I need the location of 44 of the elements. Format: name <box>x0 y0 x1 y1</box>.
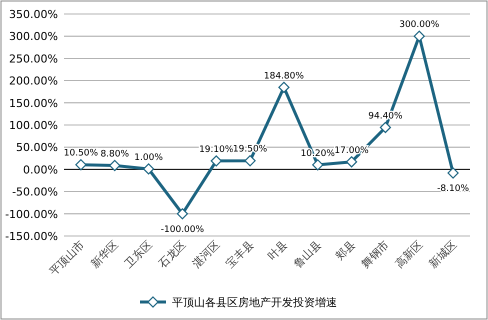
x-tick-label: 郏县 <box>332 238 358 263</box>
x-tick-label: 宝丰县 <box>224 238 256 270</box>
point <box>312 159 324 170</box>
point <box>109 160 120 172</box>
y-tick-label: 100.00% <box>9 119 58 132</box>
y-tick-label: -150.00% <box>5 230 58 243</box>
y-tick-label: 0.00% <box>23 163 58 176</box>
point <box>210 155 222 167</box>
x-tick-label: 卫东区 <box>122 238 155 270</box>
data-label: -100.00% <box>160 224 205 235</box>
x-tick-label: 石龙区 <box>156 238 189 270</box>
y-tick-label: 350.00% <box>9 8 58 21</box>
point <box>75 159 87 170</box>
y-tick-label: 250.00% <box>9 52 58 66</box>
data-label: 184.80% <box>264 71 304 82</box>
point <box>414 30 425 42</box>
x-tick-label: 湛河区 <box>190 238 222 270</box>
point <box>244 155 256 166</box>
x-tick-label: 新城区 <box>426 238 460 270</box>
data-label: 19.10% <box>199 144 234 155</box>
point <box>346 156 358 168</box>
legend-label: 平顶山各县区房地产开发投资增速 <box>172 296 337 309</box>
data-label: 300.00% <box>399 20 440 30</box>
y-tick-label: 200.00% <box>9 74 58 88</box>
point <box>447 167 459 179</box>
x-tick-label: 叶县 <box>265 238 290 263</box>
data-label: 8.80% <box>100 149 130 160</box>
point <box>176 208 188 220</box>
data-label: 10.50% <box>64 148 99 159</box>
x-tick-label: 高新区 <box>392 238 426 270</box>
point <box>278 82 290 93</box>
point <box>142 163 154 175</box>
y-tick-label: 50.00% <box>16 141 58 154</box>
x-tick-label: 鲁山县 <box>291 238 324 270</box>
y-tick-label: 300.00% <box>9 30 58 44</box>
x-tick-label: 新华区 <box>88 238 121 270</box>
data-label: 1.00% <box>134 152 164 163</box>
y-tick-label: -100.00% <box>5 208 58 221</box>
y-tick-label: 150.00% <box>9 96 58 110</box>
legend: 平顶山各县区房地产开发投资增速 <box>140 296 337 309</box>
point <box>380 122 392 134</box>
y-tick-label: -50.00% <box>12 186 58 199</box>
x-tick-label: 舞钢市 <box>359 238 392 270</box>
data-label: -8.10% <box>437 184 470 194</box>
